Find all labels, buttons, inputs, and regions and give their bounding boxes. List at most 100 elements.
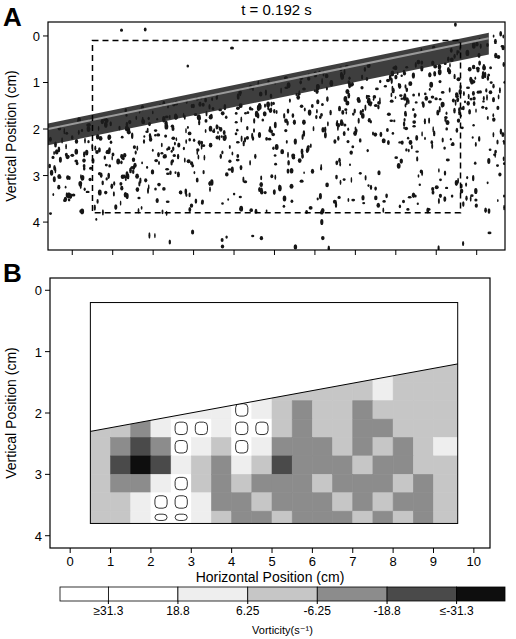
cell	[413, 511, 433, 523]
particle	[95, 150, 99, 154]
cell	[292, 474, 312, 492]
particle	[443, 147, 446, 150]
figure: 01234Vertical Position (cm)At = 0.192 s0…	[0, 0, 516, 639]
particle	[177, 154, 179, 160]
particle	[198, 154, 200, 159]
cell	[191, 493, 211, 511]
particle	[75, 149, 79, 155]
particle	[366, 95, 368, 100]
particle	[127, 130, 131, 134]
y-tick-label: 4	[33, 215, 40, 230]
particle	[249, 160, 251, 165]
roi-box	[92, 41, 460, 213]
particle	[424, 118, 426, 124]
particle	[230, 46, 234, 49]
particle	[470, 196, 472, 202]
particle	[450, 138, 452, 141]
particle	[162, 187, 166, 191]
cell	[333, 474, 353, 492]
cell	[171, 474, 191, 492]
particle	[362, 202, 365, 204]
cell	[211, 493, 231, 511]
particle	[83, 166, 85, 170]
particle	[260, 187, 263, 193]
particle	[478, 136, 480, 142]
cell	[151, 438, 171, 456]
x-tick	[110, 548, 111, 553]
particle	[492, 97, 495, 102]
particle	[274, 154, 277, 157]
particle	[424, 93, 427, 96]
particle	[179, 191, 182, 195]
particle	[221, 238, 224, 242]
particle	[104, 156, 106, 160]
particle	[166, 201, 170, 203]
colorbar-segment	[317, 587, 387, 601]
particle	[444, 170, 446, 175]
particle	[146, 166, 148, 169]
y-tick	[45, 351, 50, 352]
particle	[358, 118, 360, 124]
cell	[393, 474, 413, 492]
particle	[428, 72, 431, 77]
particle	[68, 199, 71, 202]
particle	[187, 64, 190, 67]
particle	[204, 155, 206, 161]
particle	[156, 133, 160, 136]
cell	[373, 364, 393, 382]
x-tick-label: 8	[390, 554, 397, 569]
particle	[217, 131, 219, 134]
particle	[385, 193, 388, 198]
cell	[312, 382, 332, 400]
particle	[279, 185, 281, 188]
cell	[433, 438, 457, 456]
particle	[456, 97, 459, 102]
particle	[351, 177, 353, 183]
particle	[452, 99, 455, 103]
particle	[253, 128, 255, 132]
particle	[374, 196, 377, 201]
particle	[205, 119, 208, 123]
particle	[333, 200, 336, 204]
particle	[283, 205, 286, 208]
particle	[453, 108, 456, 114]
particle	[401, 97, 404, 100]
x-tick-label: 2	[147, 554, 154, 569]
particle	[268, 138, 272, 141]
particle	[484, 208, 487, 213]
particle	[308, 110, 312, 116]
cell	[292, 419, 312, 437]
colorbar-label: ≥31.3	[93, 604, 123, 618]
particle	[49, 212, 52, 215]
particle	[379, 80, 381, 83]
particle	[320, 219, 323, 225]
particle	[428, 73, 431, 78]
cell	[353, 419, 373, 437]
particle	[419, 183, 421, 186]
y-tick	[43, 35, 48, 36]
particle	[89, 178, 92, 181]
particle	[496, 106, 499, 110]
particle	[474, 162, 477, 165]
particle	[95, 218, 97, 221]
x-tick-label: 9	[430, 554, 437, 569]
panel-letter: A	[3, 2, 22, 32]
particle	[241, 136, 243, 142]
cell	[373, 419, 393, 437]
cell	[151, 511, 171, 523]
cell	[413, 401, 433, 419]
particle	[273, 189, 276, 195]
cell	[353, 401, 373, 419]
x-tick-label: 4	[228, 554, 235, 569]
cell	[373, 456, 393, 474]
particle	[193, 139, 195, 142]
x-tick	[314, 250, 315, 255]
cell	[171, 419, 191, 437]
x-tick	[72, 250, 73, 255]
particle	[254, 154, 256, 159]
particle	[272, 102, 275, 105]
cell	[252, 438, 272, 456]
x-tick	[112, 250, 113, 255]
particle	[219, 126, 221, 130]
particle	[405, 148, 407, 151]
